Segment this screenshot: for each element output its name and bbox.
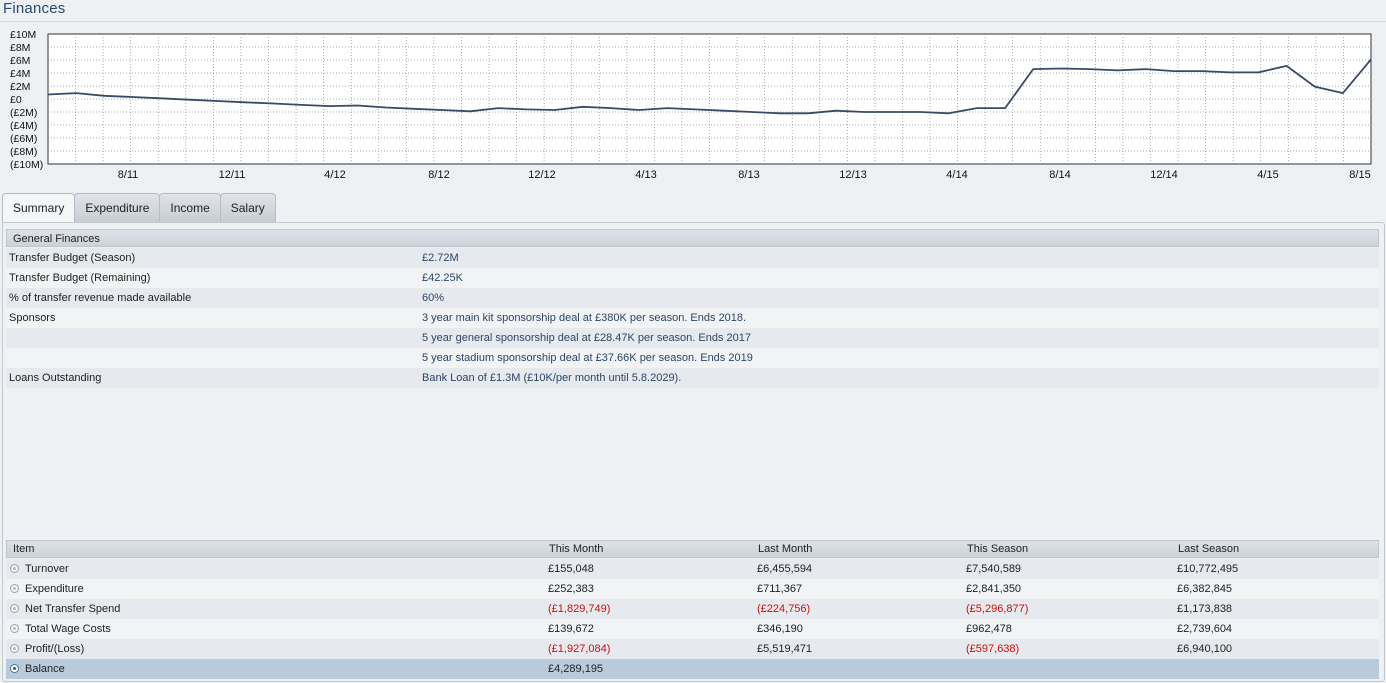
finance-cell: £2,739,604 (1177, 623, 1233, 635)
row-radio-icon[interactable] (10, 584, 19, 593)
y-tick-label: (£2M) (10, 107, 37, 119)
y-tick-label: £2M (10, 81, 30, 93)
finance-item-label: Profit/(Loss) (25, 643, 85, 655)
col-last-month-header[interactable]: Last Month (758, 543, 813, 555)
x-tick-label: 4/15 (1257, 169, 1278, 181)
x-tick-label: 12/14 (1150, 169, 1178, 181)
general-finances-label: Transfer Budget (Season) (9, 252, 136, 264)
general-finances-label: Sponsors (9, 312, 56, 324)
finance-item-label: Turnover (25, 563, 69, 575)
finance-cell: (£597,638) (966, 643, 1020, 655)
finance-cell: £7,540,589 (966, 563, 1022, 575)
finance-table-row[interactable]: Balance £4,289,195 (6, 659, 1379, 679)
finance-item-label: Net Transfer Spend (25, 603, 121, 615)
general-finances-label: Transfer Budget (Remaining) (9, 272, 151, 284)
finance-cell: £4,289,195 (548, 663, 604, 675)
finance-cell: £6,382,845 (1177, 583, 1233, 595)
general-finances-row: Transfer Budget (Season) £2.72M (6, 248, 1379, 268)
x-tick-label: 8/13 (738, 169, 759, 181)
finance-cell: (£1,927,084) (548, 643, 611, 655)
x-tick-label: 8/14 (1049, 169, 1070, 181)
general-finances-row: 5 year general sponsorship deal at £28.4… (6, 328, 1379, 348)
finance-table-row[interactable]: Profit/(Loss) (£1,927,084) £5,519,471 (£597… (6, 639, 1379, 659)
general-finances-row: Loans Outstanding Bank Loan of £1.3M (£10… (6, 368, 1379, 388)
y-tick-label: £8M (10, 42, 30, 54)
x-tick-label: 12/13 (839, 169, 867, 181)
x-tick-label: 4/12 (324, 169, 345, 181)
finance-cell: (£224,756) (757, 603, 811, 615)
y-tick-label: £0 (10, 94, 22, 106)
summary-panel: General Finances Transfer Budget (Season… (2, 222, 1385, 682)
row-radio-icon[interactable] (10, 624, 19, 633)
x-tick-label: 8/12 (428, 169, 449, 181)
general-finances-label: Loans Outstanding (9, 372, 102, 384)
finance-cell: £252,383 (548, 583, 594, 595)
general-finances-value: 60% (422, 292, 445, 304)
row-radio-icon[interactable] (10, 644, 19, 653)
finance-table-header: Item This Month Last Month This Season L… (6, 540, 1379, 558)
col-item-header[interactable]: Item (13, 543, 35, 555)
finance-cell: £139,672 (548, 623, 594, 635)
general-finances-value: £2.72M (422, 252, 459, 264)
title-divider (0, 21, 1386, 22)
finance-cell: £962,478 (966, 623, 1012, 635)
x-tick-label: 8/15 (1349, 169, 1370, 181)
finance-table-row[interactable]: Net Transfer Spend (£1,829,749) (£224,756)… (6, 599, 1379, 619)
general-finances-row: % of transfer revenue made available 60% (6, 288, 1379, 308)
general-finances-label: % of transfer revenue made available (9, 292, 192, 304)
tab-bar: Summary Expenditure Income Salary (2, 193, 276, 224)
general-finances-value: 5 year general sponsorship deal at £28.4… (422, 332, 752, 344)
tab-expenditure[interactable]: Expenditure (74, 193, 161, 222)
general-finances-value: Bank Loan of £1.3M (£10K/per month until… (422, 372, 682, 384)
finance-cell: £2,841,350 (966, 583, 1022, 595)
finance-cell: (£5,296,877) (966, 603, 1029, 615)
general-finances-row: Transfer Budget (Remaining) £42.25K (6, 268, 1379, 288)
x-tick-label: 12/11 (219, 169, 246, 181)
page-title: Finances (3, 0, 66, 17)
x-tick-label: 8/11 (118, 169, 139, 181)
y-tick-label: (£4M) (10, 120, 37, 132)
finance-cell: £1,173,838 (1177, 603, 1233, 615)
col-this-season-header[interactable]: This Season (967, 543, 1029, 555)
y-tick-label: (£8M) (10, 146, 37, 158)
row-radio-icon[interactable] (10, 604, 19, 613)
finance-cell: £346,190 (757, 623, 803, 635)
finance-table-row[interactable]: Expenditure £252,383 £711,367 £2,841,350 £6,… (6, 579, 1379, 599)
finance-table-row[interactable]: Total Wage Costs £139,672 £346,190 £962,478… (6, 619, 1379, 639)
col-last-season-header[interactable]: Last Season (1178, 543, 1240, 555)
general-finances-value: 5 year stadium sponsorship deal at £37.6… (422, 352, 753, 364)
general-finances-row: 5 year stadium sponsorship deal at £37.6… (6, 348, 1379, 368)
finance-item-label: Balance (25, 663, 65, 675)
x-tick-label: 4/13 (635, 169, 656, 181)
y-tick-label: £10M (10, 29, 36, 41)
x-tick-label: 4/14 (946, 169, 967, 181)
finance-cell: £10,772,495 (1177, 563, 1239, 575)
finance-item-label: Expenditure (25, 583, 84, 595)
y-tick-label: £4M (10, 68, 30, 80)
finance-cell: £5,519,471 (757, 643, 813, 655)
y-tick-label: (£10M) (10, 159, 43, 171)
y-tick-label: £6M (10, 55, 30, 67)
finance-cell: £155,048 (548, 563, 594, 575)
finance-cell: (£1,829,749) (548, 603, 611, 615)
finance-table-row[interactable]: Turnover £155,048 £6,455,594 £7,540,589 £10,… (6, 559, 1379, 579)
general-finances-header: General Finances (6, 229, 1379, 247)
finance-cell: £6,940,100 (1177, 643, 1233, 655)
finance-item-label: Total Wage Costs (25, 623, 111, 635)
general-finances-value: 3 year main kit sponsorship deal at £380… (422, 312, 747, 324)
row-radio-icon[interactable] (10, 564, 19, 573)
col-this-month-header[interactable]: This Month (549, 543, 604, 555)
x-tick-label: 12/12 (528, 169, 556, 181)
tab-income[interactable]: Income (159, 193, 221, 222)
finance-cell: £6,455,594 (757, 563, 813, 575)
y-tick-label: (£6M) (10, 133, 37, 145)
finance-cell: £711,367 (757, 583, 803, 595)
balance-chart: £10M£8M£6M£4M£2M£0(£2M)(£4M)(£6M)(£8M)(£… (10, 29, 1372, 181)
row-radio-icon[interactable] (10, 664, 19, 673)
general-finances-row: Sponsors 3 year main kit sponsorship deal… (6, 308, 1379, 328)
tab-salary[interactable]: Salary (219, 193, 276, 222)
tab-summary[interactable]: Summary (2, 193, 76, 224)
balance-line (47, 58, 1372, 115)
general-finances-value: £42.25K (422, 272, 463, 284)
